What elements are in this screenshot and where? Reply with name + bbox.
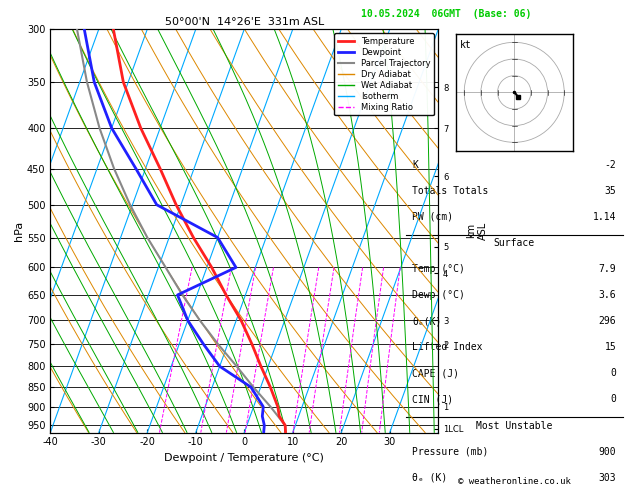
Text: Totals Totals: Totals Totals xyxy=(412,186,489,196)
Text: 1.14: 1.14 xyxy=(593,212,616,222)
Y-axis label: hPa: hPa xyxy=(14,221,24,241)
Text: Lifted Index: Lifted Index xyxy=(412,342,482,352)
Text: 7.9: 7.9 xyxy=(599,264,616,274)
Text: 10.05.2024  06GMT  (Base: 06): 10.05.2024 06GMT (Base: 06) xyxy=(362,9,532,19)
Text: 303: 303 xyxy=(599,473,616,483)
Text: Most Unstable: Most Unstable xyxy=(476,420,552,431)
Text: 15: 15 xyxy=(604,342,616,352)
Text: 296: 296 xyxy=(599,316,616,326)
Text: kt: kt xyxy=(459,40,471,50)
Text: PW (cm): PW (cm) xyxy=(412,212,454,222)
Legend: Temperature, Dewpoint, Parcel Trajectory, Dry Adiabat, Wet Adiabat, Isotherm, Mi: Temperature, Dewpoint, Parcel Trajectory… xyxy=(335,34,434,116)
Text: © weatheronline.co.uk: © weatheronline.co.uk xyxy=(458,477,571,486)
Text: θₑ (K): θₑ (K) xyxy=(412,473,447,483)
Text: 0: 0 xyxy=(610,395,616,404)
Text: Pressure (mb): Pressure (mb) xyxy=(412,447,489,457)
Text: CAPE (J): CAPE (J) xyxy=(412,368,459,379)
Text: 0: 0 xyxy=(610,368,616,379)
Text: Temp (°C): Temp (°C) xyxy=(412,264,465,274)
X-axis label: Dewpoint / Temperature (°C): Dewpoint / Temperature (°C) xyxy=(164,453,324,463)
Text: Surface: Surface xyxy=(494,238,535,248)
Text: Dewp (°C): Dewp (°C) xyxy=(412,290,465,300)
Text: 3.6: 3.6 xyxy=(599,290,616,300)
Title: 50°00'N  14°26'E  331m ASL: 50°00'N 14°26'E 331m ASL xyxy=(165,17,324,27)
Text: θₑ(K): θₑ(K) xyxy=(412,316,442,326)
Text: 35: 35 xyxy=(604,186,616,196)
Text: 900: 900 xyxy=(599,447,616,457)
Y-axis label: km
ASL: km ASL xyxy=(466,222,488,240)
Text: K: K xyxy=(412,159,418,170)
Text: CIN (J): CIN (J) xyxy=(412,395,454,404)
Text: -2: -2 xyxy=(604,159,616,170)
